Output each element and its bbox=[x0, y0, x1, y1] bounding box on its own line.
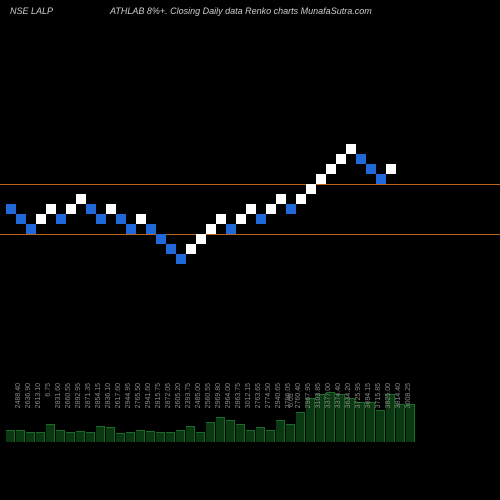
renko-brick-up bbox=[296, 194, 306, 204]
renko-brick-up bbox=[346, 144, 356, 154]
renko-brick-up bbox=[276, 194, 286, 204]
renko-brick-down bbox=[226, 224, 236, 234]
renko-brick-down bbox=[166, 244, 176, 254]
renko-brick-up bbox=[216, 214, 226, 224]
renko-brick-up bbox=[46, 204, 56, 214]
x-axis-label: 3725.95 bbox=[355, 383, 362, 438]
x-axis-label: 6.75 bbox=[45, 383, 52, 438]
renko-brick-down bbox=[116, 214, 126, 224]
renko-brick-up bbox=[186, 244, 196, 254]
x-axis-label: 2815.75 bbox=[155, 383, 162, 438]
x-axis-label: 2763.65 bbox=[255, 383, 262, 438]
x-axis-label: 2892.95 bbox=[75, 383, 82, 438]
x-axis-label: 2796.05 bbox=[285, 383, 292, 438]
renko-brick-up bbox=[106, 204, 116, 214]
renko-brick-down bbox=[16, 214, 26, 224]
renko-brick-down bbox=[96, 214, 106, 224]
renko-brick-down bbox=[356, 154, 366, 164]
renko-brick-down bbox=[366, 164, 376, 174]
x-axis-label: 3103.85 bbox=[315, 383, 322, 438]
reference-line bbox=[0, 234, 500, 235]
ticker-label: NSE LALP bbox=[10, 6, 53, 16]
chart-area: 6.052488.402636.902613.106.752831.602660… bbox=[0, 20, 500, 500]
renko-brick-down bbox=[256, 214, 266, 224]
x-axis-label: 3377.00 bbox=[325, 383, 332, 438]
renko-brick-down bbox=[286, 204, 296, 214]
renko-brick-down bbox=[86, 204, 96, 214]
renko-brick-up bbox=[306, 184, 316, 194]
x-axis-label: 2872.05 bbox=[165, 383, 172, 438]
x-axis-label: 2560.55 bbox=[205, 383, 212, 438]
renko-brick-up bbox=[386, 164, 396, 174]
renko-brick-up bbox=[66, 204, 76, 214]
renko-brick-down bbox=[176, 254, 186, 264]
renko-brick-up bbox=[196, 234, 206, 244]
reference-line bbox=[0, 184, 500, 185]
x-axis-label: 3012.15 bbox=[245, 383, 252, 438]
renko-brick-up bbox=[236, 214, 246, 224]
x-axis-label: 2831.60 bbox=[55, 383, 62, 438]
x-axis-label: 2488.40 bbox=[15, 383, 22, 438]
x-axis-label: 2660.55 bbox=[65, 383, 72, 438]
x-axis-label: 2485.00 bbox=[195, 383, 202, 438]
x-axis-label: 2871.35 bbox=[85, 383, 92, 438]
renko-brick-down bbox=[56, 214, 66, 224]
x-axis-label: 2969.80 bbox=[215, 383, 222, 438]
x-axis-label: 2836.10 bbox=[105, 383, 112, 438]
x-axis-label: 3715.85 bbox=[375, 383, 382, 438]
renko-brick-down bbox=[376, 174, 386, 184]
renko-brick-down bbox=[156, 234, 166, 244]
renko-brick-down bbox=[126, 224, 136, 234]
renko-brick-up bbox=[136, 214, 146, 224]
x-axis-label: 3634.20 bbox=[345, 383, 352, 438]
volume-bar bbox=[6, 430, 15, 442]
x-axis-label: 2944.95 bbox=[125, 383, 132, 438]
x-axis-label: 2605.20 bbox=[175, 383, 182, 438]
x-axis-label: 2760.40 bbox=[295, 383, 302, 438]
x-axis-label: 2964.00 bbox=[225, 383, 232, 438]
renko-brick-up bbox=[76, 194, 86, 204]
x-axis-label: 3694.15 bbox=[365, 383, 372, 438]
chart-header: NSE LALP ATHLAB 8%+. Closing Daily data … bbox=[0, 6, 500, 16]
renko-brick-up bbox=[36, 214, 46, 224]
renko-brick-up bbox=[316, 174, 326, 184]
x-axis-label: 3814.40 bbox=[395, 383, 402, 438]
x-axis-label: 2636.90 bbox=[25, 383, 32, 438]
renko-brick-up bbox=[206, 224, 216, 234]
x-axis-label: 2940.65 bbox=[275, 383, 282, 438]
x-axis-label: 2393.75 bbox=[185, 383, 192, 438]
x-axis-label: 2617.60 bbox=[115, 383, 122, 438]
renko-brick-up bbox=[326, 164, 336, 174]
renko-brick-up bbox=[336, 154, 346, 164]
x-axis-label: 3374.40 bbox=[335, 383, 342, 438]
x-axis-label: 3825.00 bbox=[385, 383, 392, 438]
renko-brick-up bbox=[246, 204, 256, 214]
x-axis-label: 2774.50 bbox=[265, 383, 272, 438]
chart-title: ATHLAB 8%+. Closing Daily data Renko cha… bbox=[110, 6, 372, 16]
x-axis-label: 2613.10 bbox=[35, 383, 42, 438]
renko-brick-up bbox=[266, 204, 276, 214]
x-axis-label: 2765.50 bbox=[135, 383, 142, 438]
renko-brick-down bbox=[6, 204, 16, 214]
renko-brick-down bbox=[146, 224, 156, 234]
x-axis-label: 3008.25 bbox=[405, 383, 412, 438]
x-axis-label: 2967.95 bbox=[305, 383, 312, 438]
x-axis-label: 2854.15 bbox=[95, 383, 102, 438]
x-axis-label: 2941.60 bbox=[145, 383, 152, 438]
x-axis-label: 2863.75 bbox=[235, 383, 242, 438]
renko-brick-down bbox=[26, 224, 36, 234]
